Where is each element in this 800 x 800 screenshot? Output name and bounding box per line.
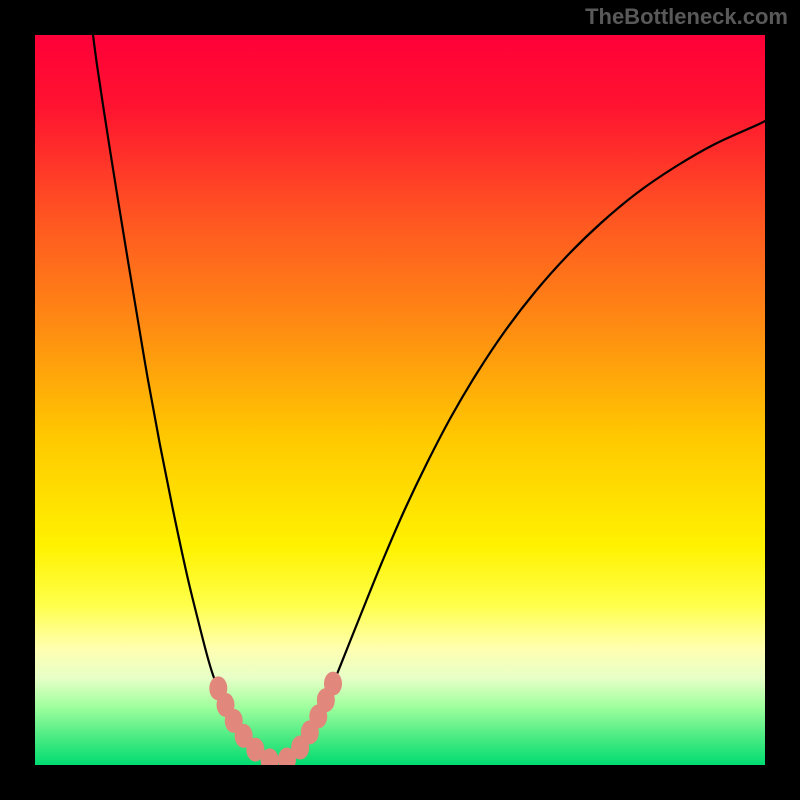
watermark-text: TheBottleneck.com — [585, 4, 788, 30]
chart-container: TheBottleneck.com — [0, 0, 800, 800]
chart-svg — [35, 35, 765, 765]
plot-area — [35, 35, 765, 765]
